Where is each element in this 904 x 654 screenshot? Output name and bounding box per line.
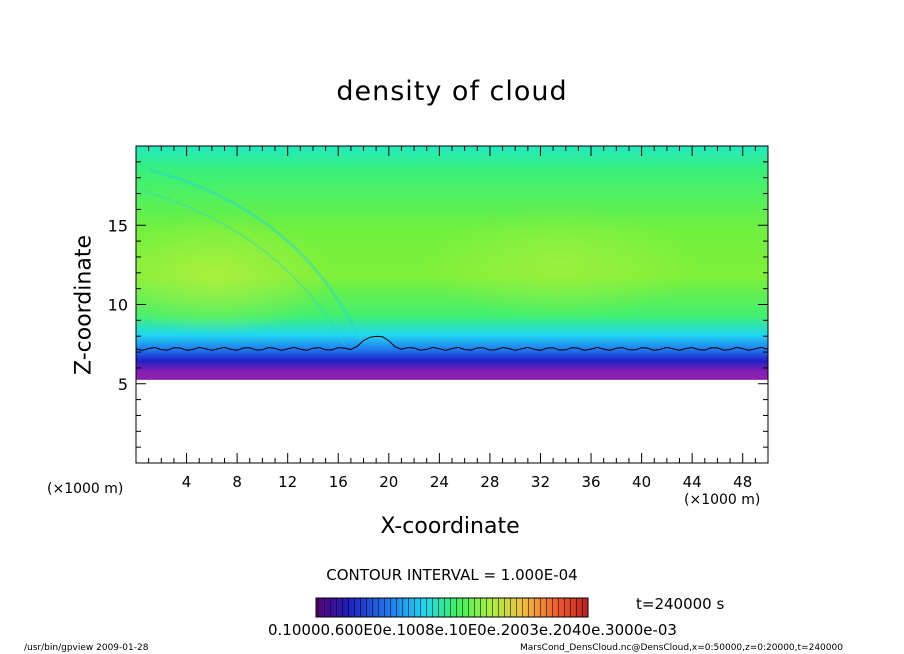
x-axis-label: X-coordinate (380, 514, 520, 539)
y-tick-label: 10 (108, 296, 128, 315)
x-tick-label: 36 (581, 473, 600, 491)
x-unit-right: (×1000 m) (684, 492, 761, 508)
wave-arc-2 (139, 189, 346, 346)
contour-line (136, 335, 768, 351)
y-axis: 5 10 15 (108, 161, 768, 448)
x-tick-label: 28 (480, 473, 499, 491)
plot-area (136, 146, 768, 463)
footer-program: /usr/bin/gpview 2009-01-28 (24, 643, 149, 653)
footer-source: MarsCond_DensCloud.nc@DensCloud,x=0:5000… (520, 643, 843, 653)
cloud-lobe-right (420, 210, 700, 320)
x-tick-label: 48 (733, 473, 752, 491)
y-tick-label: 15 (108, 216, 128, 235)
contour-interval: CONTOUR INTERVAL = 1.000E-04 (326, 566, 578, 584)
time-label: t=240000 s (636, 595, 725, 613)
x-axis: 4 8 12 16 20 24 28 32 36 40 44 48 (148, 146, 756, 491)
x-tick-label: 44 (683, 473, 702, 491)
colorbar-stripes (316, 598, 588, 617)
colorbar-labels: 0.10000.600E0e.1008e.10E0e.2003e.2040e.3… (268, 621, 677, 639)
x-tick-label: 16 (329, 473, 348, 491)
x-tick-label: 12 (278, 473, 297, 491)
x-tick-label: 4 (182, 473, 192, 491)
colorbar-frame (315, 597, 589, 618)
x-tick-label: 40 (632, 473, 651, 491)
cloud-free-region (136, 379, 768, 463)
chart-title: density of cloud (336, 76, 568, 107)
y-axis-label: Z-coordinate (71, 235, 97, 375)
y-tick-label: 5 (118, 375, 128, 394)
x-tick-label: 20 (379, 473, 398, 491)
cloud-lobe-left (136, 215, 335, 335)
wave-arc-1 (149, 168, 362, 341)
x-tick-label: 24 (430, 473, 449, 491)
x-tick-label: 8 (232, 473, 242, 491)
x-tick-label: 32 (531, 473, 550, 491)
x-unit-left: (×1000 m) (47, 481, 124, 497)
